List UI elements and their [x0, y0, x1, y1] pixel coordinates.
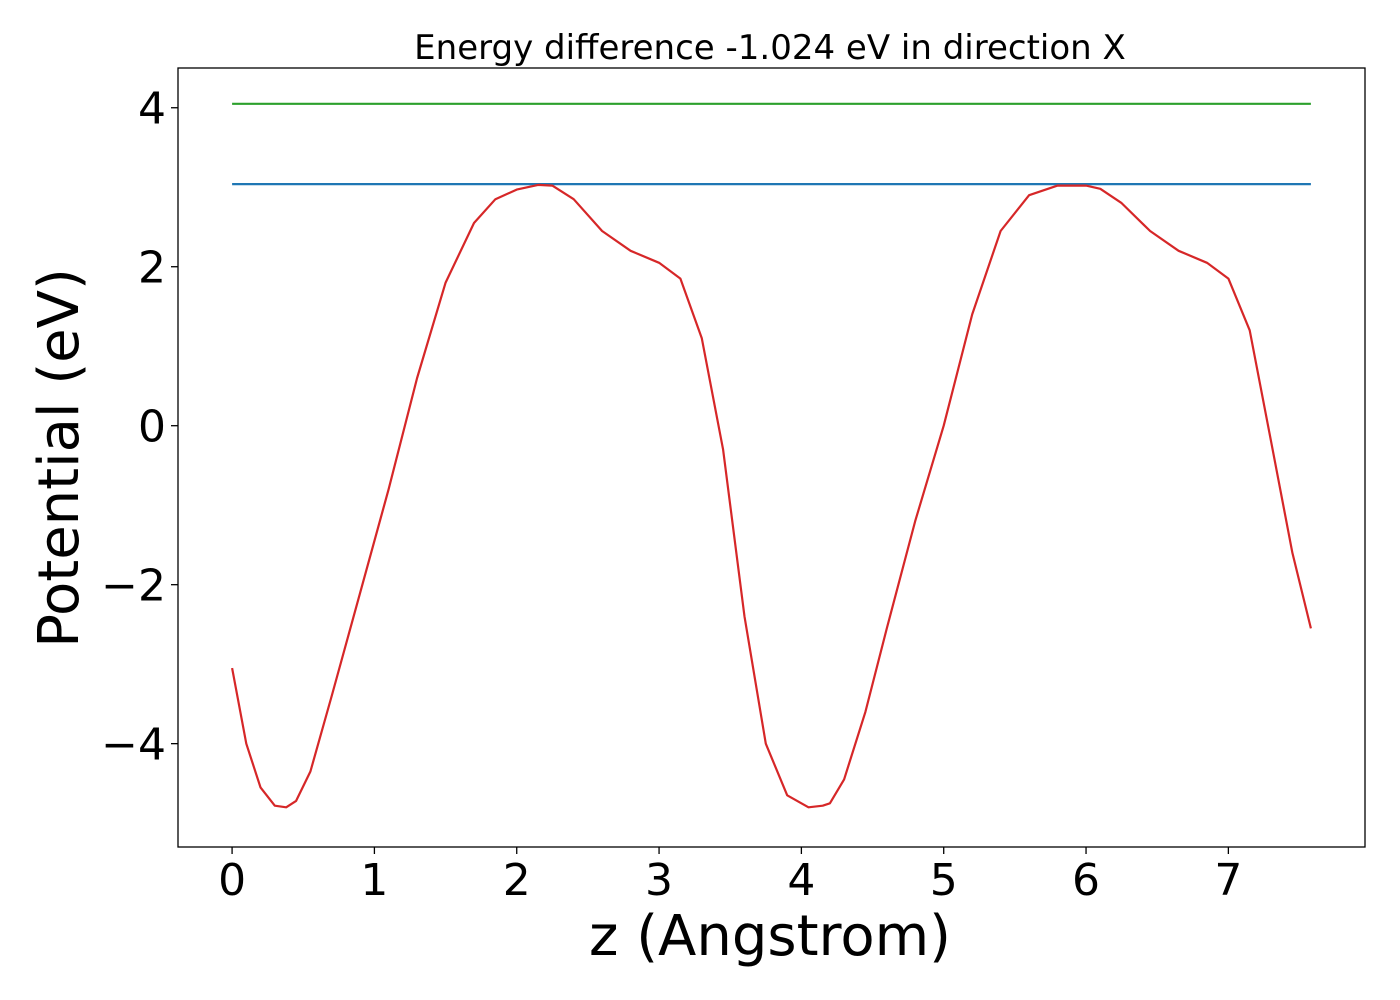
y-tick-label: −4: [101, 720, 166, 771]
x-tick-label: 0: [218, 855, 246, 906]
plot-area: [177, 67, 1366, 848]
y-tick-label: −2: [101, 561, 166, 612]
x-tick-label: 1: [360, 855, 388, 906]
y-axis-ticks: 4 2 0 −2 −4: [101, 84, 178, 771]
y-tick-label: 2: [138, 243, 166, 294]
x-tick-label: 4: [787, 855, 815, 906]
x-tick-label: 3: [645, 855, 673, 906]
y-tick-label: 0: [138, 402, 166, 453]
x-tick-label: 6: [1072, 855, 1100, 906]
x-tick-label: 5: [930, 855, 958, 906]
y-axis-label: Potential (eV): [27, 268, 92, 648]
series-line-2: [231, 183, 1312, 809]
x-tick-label: 7: [1214, 855, 1242, 906]
chart-title: Energy difference -1.024 eV in direction…: [414, 28, 1126, 68]
x-axis-label: z (Angstrom): [589, 904, 951, 969]
series-layer: [231, 102, 1312, 809]
y-tick-label: 4: [138, 84, 166, 135]
axes-frame: [177, 67, 1366, 848]
x-tick-label: 2: [503, 855, 531, 906]
x-axis-ticks: 0 1 2 3 4 5 6 7: [218, 847, 1242, 906]
